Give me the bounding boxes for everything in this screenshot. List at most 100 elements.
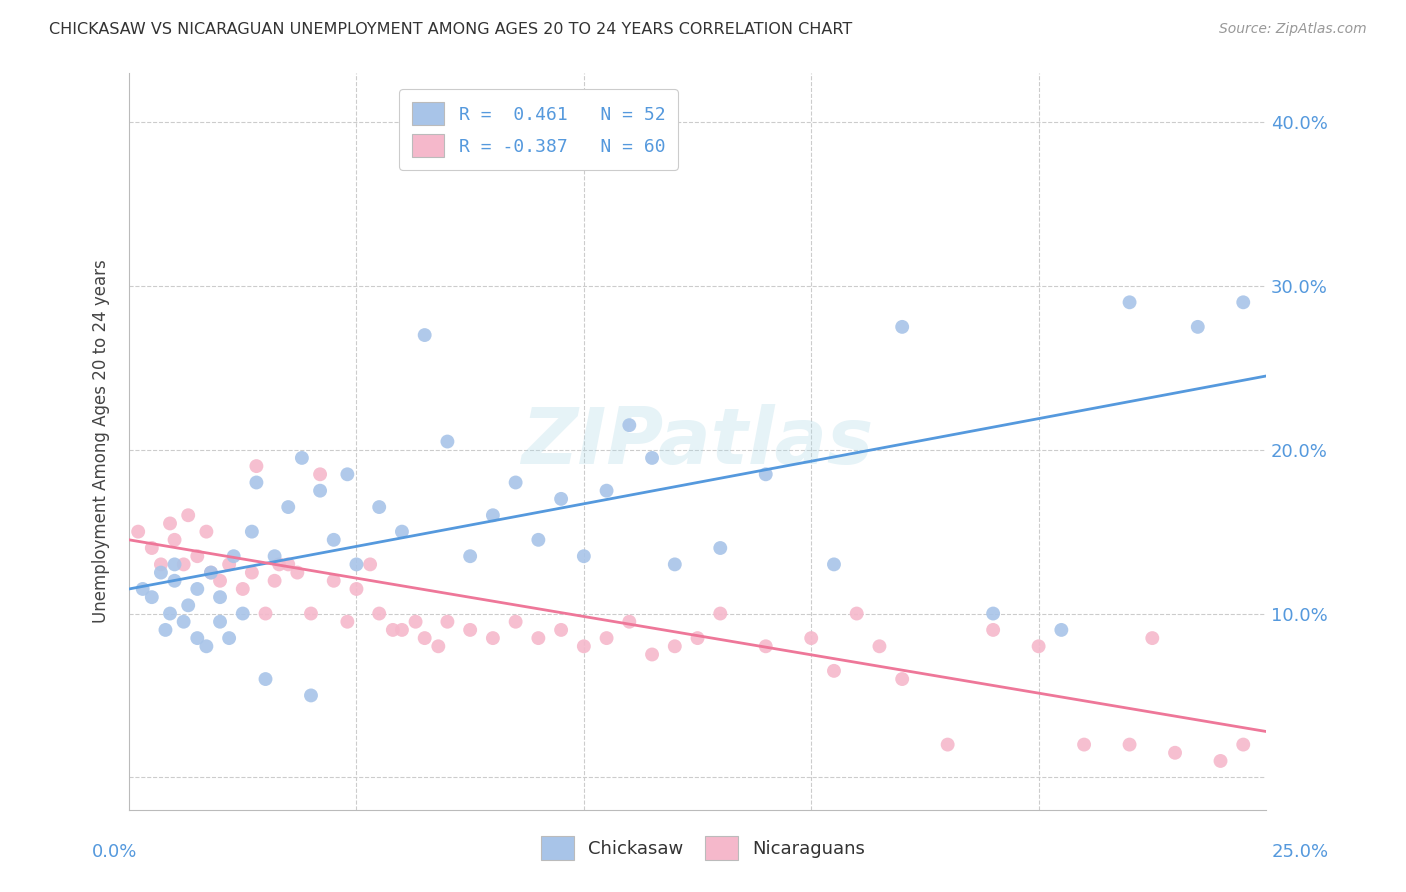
Point <box>186 582 208 596</box>
Point <box>755 640 778 654</box>
Point <box>1142 631 1164 645</box>
Text: 0.0%: 0.0% <box>91 843 136 861</box>
Y-axis label: Unemployment Among Ages 20 to 24 years: Unemployment Among Ages 20 to 24 years <box>93 260 110 624</box>
Point <box>195 640 218 654</box>
Point <box>572 640 595 654</box>
Point <box>641 648 664 662</box>
Point <box>755 467 778 482</box>
Point <box>619 418 641 433</box>
Point <box>277 500 299 514</box>
Point <box>1187 319 1209 334</box>
Point <box>186 631 208 645</box>
Text: CHICKASAW VS NICARAGUAN UNEMPLOYMENT AMONG AGES 20 TO 24 YEARS CORRELATION CHART: CHICKASAW VS NICARAGUAN UNEMPLOYMENT AMO… <box>49 22 852 37</box>
Point <box>163 558 186 572</box>
Text: Source: ZipAtlas.com: Source: ZipAtlas.com <box>1219 22 1367 37</box>
Point <box>709 541 731 555</box>
Point <box>891 672 914 686</box>
Point <box>254 607 277 621</box>
Point <box>149 558 172 572</box>
Point <box>309 467 332 482</box>
Point <box>482 631 505 645</box>
Point <box>405 615 427 629</box>
Point <box>277 558 299 572</box>
Point <box>1118 738 1140 752</box>
Point <box>177 508 200 523</box>
Point <box>413 631 436 645</box>
Point <box>173 615 195 629</box>
Point <box>868 640 890 654</box>
Point <box>413 328 436 343</box>
Point <box>245 459 267 474</box>
Point <box>936 738 959 752</box>
Point <box>709 607 731 621</box>
Point <box>163 574 186 588</box>
Text: 25.0%: 25.0% <box>1271 843 1329 861</box>
Point <box>381 623 404 637</box>
Point <box>823 558 845 572</box>
Point <box>458 623 481 637</box>
Point <box>336 467 359 482</box>
Point <box>1209 754 1232 768</box>
Point <box>1073 738 1095 752</box>
Point <box>132 582 155 596</box>
Point <box>232 607 254 621</box>
Point <box>664 640 686 654</box>
Point <box>550 623 572 637</box>
Point <box>981 623 1004 637</box>
Point <box>505 615 527 629</box>
Point <box>218 631 240 645</box>
Point <box>595 631 617 645</box>
Point <box>436 615 458 629</box>
Point <box>159 607 181 621</box>
Point <box>482 508 505 523</box>
Point <box>254 672 277 686</box>
Point <box>269 558 291 572</box>
Point <box>163 533 186 547</box>
Point <box>891 319 914 334</box>
Point <box>208 574 231 588</box>
Point <box>664 558 686 572</box>
Point <box>527 631 550 645</box>
Point <box>232 582 254 596</box>
Point <box>173 558 195 572</box>
Point <box>572 549 595 564</box>
Point <box>1050 623 1073 637</box>
Point <box>1118 295 1140 310</box>
Point <box>200 566 222 580</box>
Point <box>309 483 332 498</box>
Point <box>1028 640 1050 654</box>
Point <box>1232 738 1254 752</box>
Point <box>368 607 391 621</box>
Point <box>359 558 381 572</box>
Point <box>436 434 458 449</box>
Point <box>823 664 845 678</box>
Legend: R =  0.461   N = 52, R = -0.387   N = 60: R = 0.461 N = 52, R = -0.387 N = 60 <box>399 89 678 170</box>
Point <box>208 615 231 629</box>
Point <box>208 590 231 604</box>
Point <box>346 582 368 596</box>
Point <box>368 500 391 514</box>
Point <box>127 524 149 539</box>
Point <box>641 450 664 465</box>
Point <box>1232 295 1254 310</box>
Point <box>240 524 263 539</box>
Point <box>155 623 177 637</box>
Point <box>240 566 263 580</box>
Point <box>291 450 314 465</box>
Point <box>527 533 550 547</box>
Point <box>263 574 285 588</box>
Point <box>322 574 344 588</box>
Point <box>686 631 709 645</box>
Point <box>595 483 617 498</box>
Point <box>141 590 163 604</box>
Point <box>299 689 322 703</box>
Point <box>285 566 308 580</box>
Point <box>322 533 344 547</box>
Text: ZIPatlas: ZIPatlas <box>522 403 873 480</box>
Point <box>141 541 163 555</box>
Point <box>336 615 359 629</box>
Point <box>981 607 1004 621</box>
Point <box>845 607 868 621</box>
Point <box>159 516 181 531</box>
Point <box>550 491 572 506</box>
